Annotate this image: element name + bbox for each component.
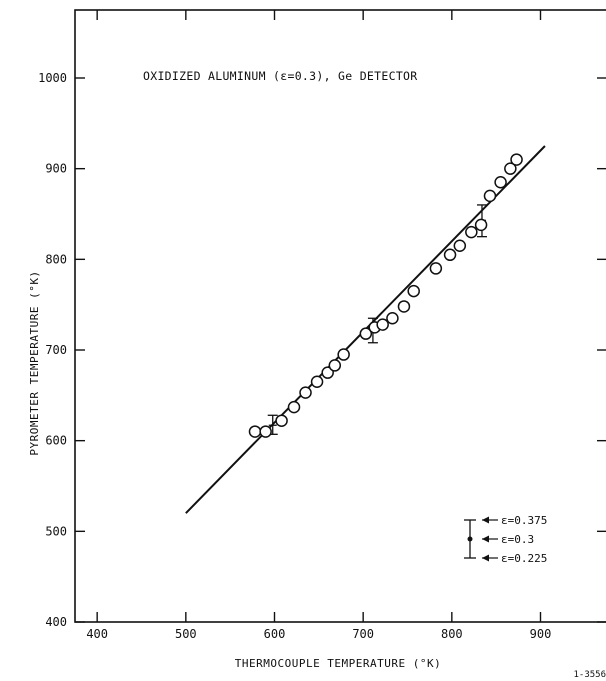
axis-ticks: [75, 10, 606, 623]
legend-arrow-icon: [482, 535, 489, 543]
data-point: [287, 400, 301, 414]
data-point: [259, 425, 272, 438]
data-point: [443, 248, 457, 262]
y-tick-label: 500: [45, 524, 67, 538]
data-point: [407, 284, 420, 298]
data-point: [248, 425, 262, 438]
data-point: [376, 318, 389, 331]
legend-label: ε=0.3: [501, 533, 534, 546]
data-point: [483, 189, 497, 203]
chart-title: OXIDIZED ALUMINUM (ε=0.3), Ge DETECTOR: [143, 69, 418, 83]
data-point: [465, 225, 478, 239]
plot-frame: [74, 9, 606, 623]
y-tick-label: 600: [45, 434, 67, 448]
data-point: [386, 312, 399, 325]
data-point: [453, 239, 467, 252]
y-axis-label: PYROMETER TEMPERATURE (°K): [28, 270, 41, 455]
data-point: [494, 176, 507, 189]
x-tick-label: 500: [175, 627, 197, 641]
data-point: [474, 218, 488, 232]
legend-entry-upper: ε=0.375: [482, 514, 547, 527]
data-point: [504, 162, 517, 175]
x-tick-label: 400: [86, 627, 108, 641]
legend-center-dot: [467, 536, 473, 542]
data-point: [275, 414, 288, 427]
data-point: [310, 375, 324, 388]
legend: ε=0.375 ε=0.3 ε=0.225: [464, 514, 547, 565]
y-tick-label: 900: [45, 162, 67, 176]
data-point: [328, 359, 342, 372]
x-tick-label: 700: [352, 627, 374, 641]
y-tick-label: 800: [45, 252, 67, 266]
legend-entry-lower: ε=0.225: [482, 552, 547, 565]
data-point: [337, 348, 350, 361]
data-point: [299, 386, 312, 399]
legend-label: ε=0.225: [501, 552, 547, 565]
y-tick-label: 1000: [38, 71, 67, 85]
legend-arrow-icon: [482, 516, 489, 524]
data-points: [248, 153, 523, 438]
data-point: [359, 327, 373, 340]
y-tick-label: 700: [45, 343, 67, 357]
y-tick-label: 400: [45, 615, 67, 629]
data-point: [510, 153, 523, 166]
data-point: [429, 262, 443, 275]
legend-label: ε=0.375: [501, 514, 547, 527]
data-point: [397, 300, 411, 313]
x-axis-label: THERMOCOUPLE TEMPERATURE (°K): [235, 657, 442, 670]
data-point: [321, 366, 334, 379]
x-tick-label: 600: [264, 627, 286, 641]
x-tick-label: 900: [530, 627, 552, 641]
figure-id: 1-3556: [573, 670, 606, 680]
axis-tick-labels: 400 500 600 700 800 900 400 500 600 700 800 900 1000: [38, 71, 551, 641]
x-tick-label: 800: [441, 627, 463, 641]
legend-entry-middle: ε=0.3: [482, 533, 534, 546]
legend-arrow-icon: [482, 554, 489, 562]
